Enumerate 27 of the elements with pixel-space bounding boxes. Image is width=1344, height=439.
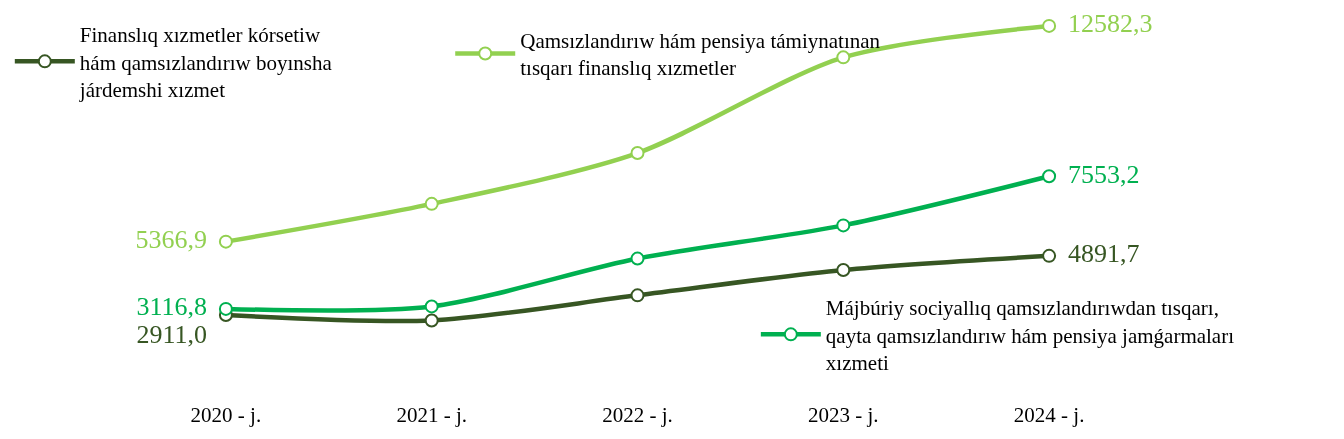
- point: [1042, 18, 1057, 33]
- data-label: 2911,0: [126, 320, 218, 350]
- point: [1042, 169, 1057, 184]
- point: [836, 262, 851, 277]
- point: [424, 313, 439, 328]
- point: [630, 288, 645, 303]
- point: [836, 218, 851, 233]
- point: [630, 251, 645, 266]
- data-label: 12582,3: [1057, 9, 1163, 39]
- point: [424, 196, 439, 211]
- x-tick-label: 2022 - j.: [602, 403, 673, 427]
- data-label: 7553,2: [1057, 159, 1150, 189]
- data-label: 3116,8: [126, 292, 218, 322]
- x-tick-label: 2024 - j.: [1013, 403, 1085, 427]
- x-tick-label: 2023 - j.: [808, 403, 879, 427]
- x-tick-label: 2020 - j.: [190, 403, 262, 427]
- point: [218, 234, 233, 249]
- data-label: 4891,7: [1057, 239, 1150, 269]
- data-label: 5366,9: [125, 225, 218, 255]
- point: [1042, 248, 1057, 263]
- legend-label: Finanslıq xızmetler kórsetiw hám qamsızlandırıw boyınsha járdemshi xızmet: [78, 23, 333, 102]
- x-tick-label: 2021 - j.: [396, 403, 467, 427]
- point: [424, 299, 439, 314]
- legend-label: Qamsızlandırıw hám pensiya támiynatınan tısqarı finanslıq xızmetler: [520, 29, 881, 81]
- point: [630, 146, 645, 161]
- legend-label: Májbúriy sociyallıq qamsızlandırıwdan tısqarı, qayta qamsızlandırıw hám pensiya jamǵarmaları xızmeti: [825, 296, 1235, 375]
- point: [218, 301, 233, 316]
